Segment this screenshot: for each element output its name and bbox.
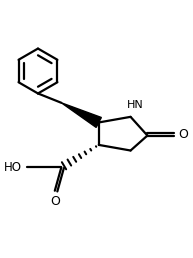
Text: HN: HN (127, 100, 144, 110)
Polygon shape (61, 103, 101, 127)
Text: O: O (178, 128, 188, 141)
Text: HO: HO (4, 161, 22, 174)
Text: O: O (50, 195, 60, 208)
